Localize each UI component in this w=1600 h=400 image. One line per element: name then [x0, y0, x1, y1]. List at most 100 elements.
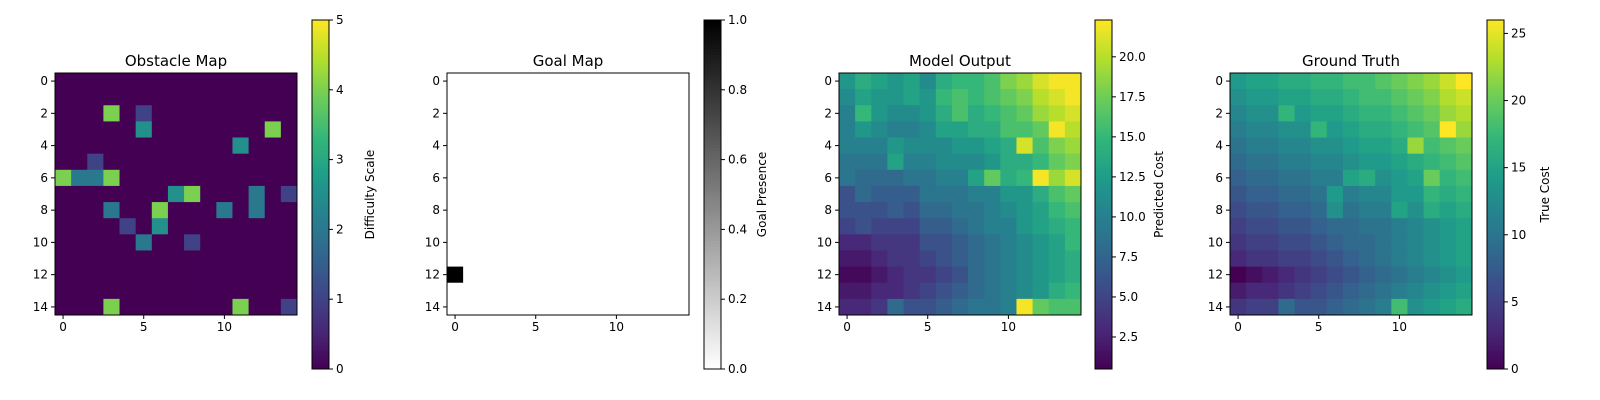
- colorbar-segment: [1095, 235, 1112, 239]
- heatmap-cell: [1423, 137, 1441, 155]
- heatmap-cell: [495, 234, 512, 251]
- colorbar-segment: [312, 235, 329, 239]
- heatmap-cell: [479, 169, 496, 187]
- heatmap-cell: [559, 282, 577, 300]
- heatmap-cell: [103, 137, 120, 155]
- heatmap-cell: [280, 250, 298, 267]
- y-tick-label: 14: [817, 300, 832, 314]
- colorbar-segment: [704, 40, 721, 44]
- heatmap-cell: [1310, 121, 1328, 138]
- colorbar-segment: [1095, 51, 1112, 56]
- heatmap-cell: [1246, 234, 1263, 251]
- colorbar-segment: [312, 331, 329, 335]
- colorbar-segment: [1487, 171, 1504, 175]
- colorbar-segment: [312, 37, 329, 41]
- heatmap-cell: [592, 250, 609, 267]
- y-tick-label: 0: [432, 74, 440, 88]
- heatmap-cell: [887, 73, 904, 90]
- heatmap-cell: [1455, 105, 1473, 122]
- colorbar-segment: [312, 150, 329, 155]
- colorbar-segment: [1095, 337, 1112, 341]
- heatmap-cell: [248, 137, 266, 155]
- heatmap-cell: [264, 73, 282, 90]
- heatmap-cell: [935, 218, 953, 235]
- heatmap-cell: [447, 202, 464, 219]
- heatmap-cell: [887, 105, 904, 122]
- heatmap-cell: [855, 73, 872, 90]
- colorbar-segment: [704, 81, 721, 85]
- heatmap-cell: [1326, 137, 1344, 155]
- colorbar-segment: [1095, 238, 1112, 242]
- y-tick-label: 10: [33, 235, 48, 249]
- colorbar-segment: [704, 258, 721, 262]
- colorbar-segment: [312, 232, 329, 236]
- colorbar-segment: [1487, 89, 1504, 94]
- colorbar-segment: [312, 287, 329, 291]
- heatmap-cell: [919, 185, 937, 203]
- heatmap-cell: [463, 169, 480, 187]
- colorbar-segment: [312, 319, 329, 323]
- colorbar-tick-label: 20: [1511, 94, 1526, 108]
- colorbar-segment: [1487, 113, 1504, 117]
- colorbar-segment: [1095, 275, 1112, 280]
- colorbar-segment: [704, 351, 721, 355]
- heatmap-cell: [656, 137, 674, 155]
- heatmap-cell: [1310, 298, 1328, 316]
- colorbar-segment: [1095, 299, 1112, 303]
- colorbar-tick-label: 2: [336, 222, 344, 236]
- y-tick-label: 6: [40, 171, 48, 185]
- heatmap-cell: [1246, 266, 1263, 284]
- colorbar-segment: [1487, 159, 1504, 164]
- heatmap-cell: [592, 121, 609, 138]
- colorbar-segment: [1095, 156, 1112, 161]
- heatmap-cell: [1391, 250, 1408, 267]
- x-tick-label: 0: [1234, 320, 1242, 334]
- heatmap-cell: [1294, 89, 1312, 106]
- heatmap-cell: [1310, 202, 1328, 219]
- heatmap-cell: [1048, 202, 1066, 219]
- colorbar-segment: [704, 177, 721, 181]
- heatmap-cell: [151, 89, 169, 106]
- heatmap-cell: [264, 105, 282, 122]
- heatmap-cell: [216, 282, 233, 300]
- colorbar-segment: [1487, 354, 1504, 358]
- colorbar-segment: [1095, 177, 1112, 181]
- colorbar-segment: [704, 142, 721, 146]
- heatmap-cell: [119, 266, 137, 284]
- colorbar-segment: [312, 177, 329, 181]
- heatmap-cell: [232, 282, 249, 300]
- colorbar-segment: [704, 121, 721, 126]
- colorbar-segment: [312, 174, 329, 178]
- heatmap-cell: [232, 234, 249, 251]
- colorbar-segment: [704, 217, 721, 222]
- heatmap-cell: [119, 185, 137, 203]
- heatmap-cell: [608, 121, 625, 138]
- heatmap-cell: [871, 89, 888, 106]
- heatmap-cell: [1423, 105, 1441, 122]
- heatmap-cell: [264, 89, 282, 106]
- colorbar-segment: [1487, 214, 1504, 219]
- colorbar-segment: [1487, 267, 1504, 271]
- heatmap-cell: [1310, 73, 1328, 90]
- colorbar-segment: [1487, 20, 1504, 24]
- heatmap-cell: [903, 153, 921, 171]
- heatmap-cell: [968, 250, 985, 267]
- colorbar-segment: [1487, 22, 1504, 27]
- heatmap-cell: [447, 153, 464, 171]
- colorbar-segment: [704, 95, 721, 100]
- heatmap-cell: [463, 105, 480, 122]
- heatmap-cell: [280, 137, 298, 155]
- heatmap-cell: [248, 169, 266, 187]
- heatmap-cell: [71, 282, 88, 300]
- colorbar-segment: [312, 171, 329, 175]
- heatmap-cell: [87, 266, 104, 284]
- colorbar-segment: [312, 153, 329, 158]
- heatmap-cell: [1439, 137, 1457, 155]
- colorbar-segment: [704, 118, 721, 123]
- colorbar-tick-label: 0.2: [728, 292, 747, 306]
- heatmap-cell: [1375, 282, 1392, 300]
- heatmap-cell: [216, 185, 233, 203]
- heatmap-cell: [216, 202, 233, 219]
- colorbar-segment: [312, 270, 329, 274]
- heatmap-cell: [103, 234, 120, 251]
